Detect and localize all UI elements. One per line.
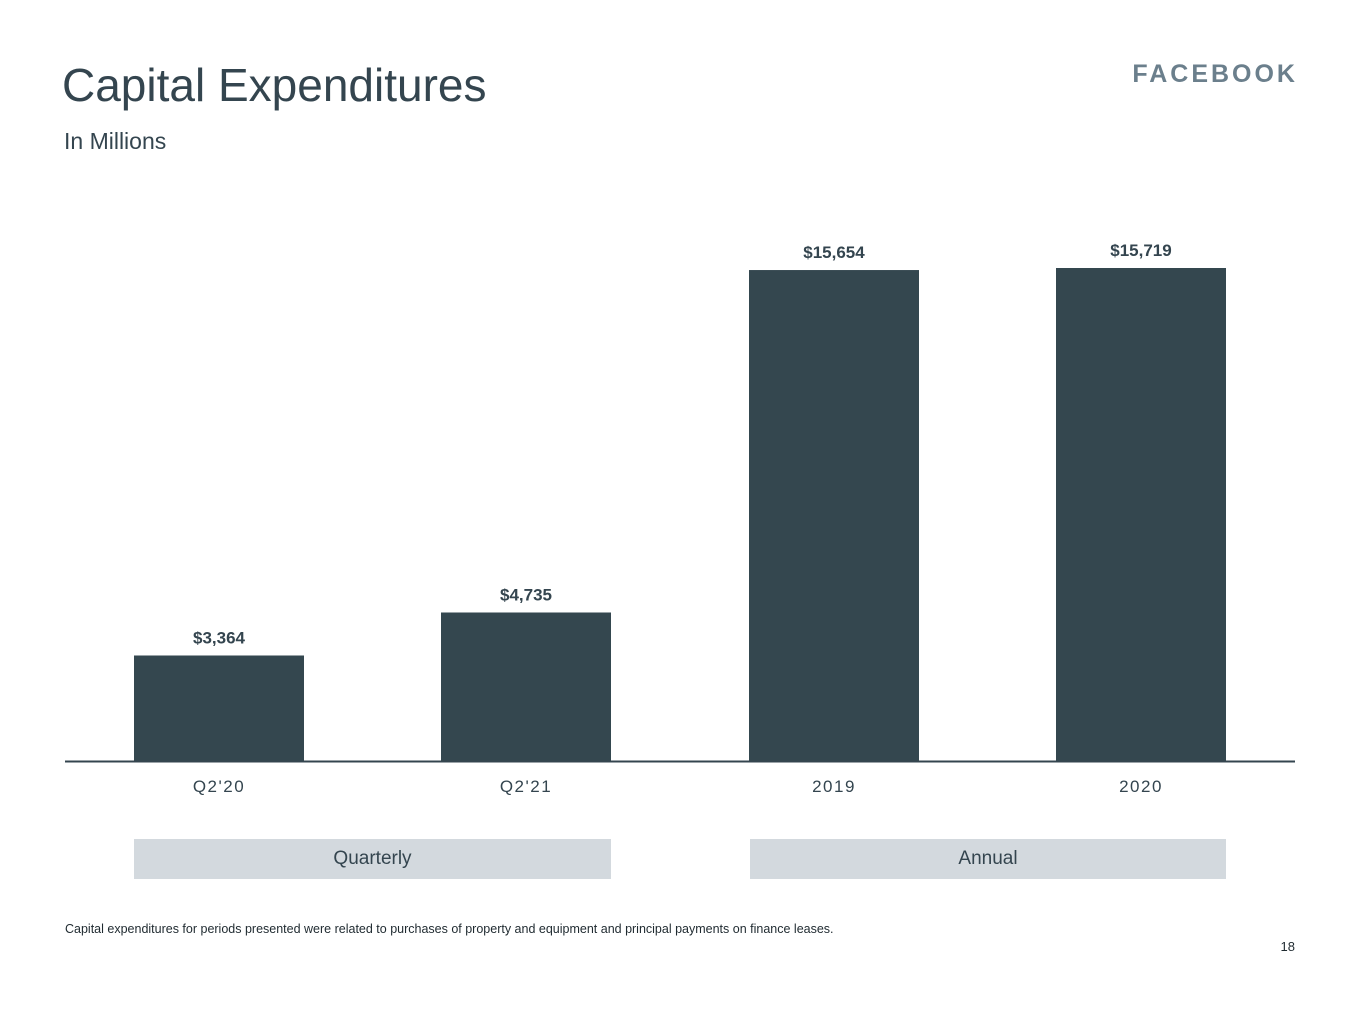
page-title: Capital Expenditures <box>62 59 487 111</box>
bar-value-label-1: $3,364 <box>193 628 246 647</box>
group-label-quarterly: Quarterly <box>134 839 611 879</box>
bar-value-label-4: $15,719 <box>1110 241 1171 260</box>
x-tick-label-2: Q2'21 <box>500 777 552 796</box>
x-tick-label-4: 2020 <box>1119 777 1163 796</box>
bar-2 <box>441 612 611 761</box>
bar-4 <box>1056 268 1226 761</box>
x-tick-label-3: 2019 <box>812 777 856 796</box>
facebook-logo: FACEBOOK <box>1132 60 1298 88</box>
group-label-annual: Annual <box>750 839 1226 879</box>
footnote: Capital expenditures for periods present… <box>65 922 834 936</box>
page-number: 18 <box>1280 939 1295 954</box>
bar-1 <box>134 655 304 761</box>
x-tick-label-1: Q2'20 <box>193 777 245 796</box>
bar-value-label-3: $15,654 <box>803 243 865 262</box>
bar-3 <box>749 270 919 761</box>
page-subtitle: In Millions <box>64 128 167 154</box>
bar-value-label-2: $4,735 <box>500 585 552 604</box>
